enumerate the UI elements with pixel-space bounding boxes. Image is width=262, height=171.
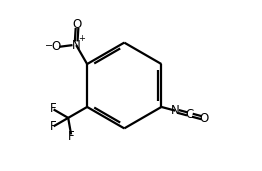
Text: F: F [50, 102, 56, 115]
Text: N: N [72, 39, 80, 52]
Text: F: F [50, 120, 56, 133]
Text: C: C [186, 108, 194, 121]
Text: O: O [52, 40, 61, 53]
Text: O: O [72, 18, 82, 31]
Text: +: + [78, 34, 85, 43]
Text: F: F [68, 130, 75, 143]
Text: N: N [171, 104, 180, 117]
Text: −: − [45, 41, 53, 51]
Text: O: O [200, 112, 209, 125]
